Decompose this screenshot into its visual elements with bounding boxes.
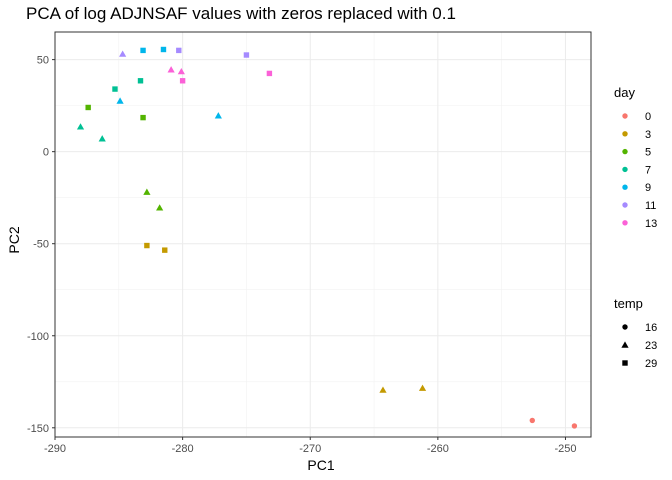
legend-temp-label: 16 [645, 322, 657, 334]
y-tick-label: 50 [37, 55, 49, 67]
data-point [140, 114, 146, 121]
legend-day-key [622, 113, 628, 119]
data-point [167, 66, 175, 73]
data-point [156, 204, 164, 211]
x-axis-title: PC1 [307, 457, 334, 473]
legend-temp-label: 23 [645, 340, 657, 352]
data-point [529, 417, 535, 424]
data-point [179, 78, 186, 84]
data-point [143, 188, 151, 195]
legend-day: day 0 3 5 7 9 11 13 [614, 85, 657, 230]
data-point [243, 52, 250, 58]
x-tick-label: -250 [554, 443, 576, 455]
x-tick-label: -260 [427, 443, 449, 455]
legend-day-label: 3 [645, 129, 651, 141]
legend-day-key [622, 220, 628, 226]
data-point [85, 104, 91, 111]
data-point [160, 46, 167, 53]
major-gridlines [54, 32, 591, 437]
data-point [98, 135, 106, 142]
y-axis-ticks: -150 -100 -50 0 50 [27, 55, 55, 435]
y-axis-title: PC2 [6, 226, 22, 253]
legend-day-label: 7 [645, 164, 651, 176]
minor-gridlines [55, 32, 591, 437]
plot-panel-border [54, 31, 592, 438]
x-tick-label: -280 [172, 443, 194, 455]
data-point [176, 47, 182, 54]
y-tick-label: -100 [27, 331, 49, 343]
x-tick-label: -270 [299, 443, 321, 455]
legend-temp-title: temp [614, 296, 643, 311]
data-point [214, 112, 222, 119]
legend-temp-key [621, 341, 629, 348]
legend-temp-key [622, 324, 628, 330]
legend-day-key [622, 148, 628, 155]
legend-day-label: 0 [645, 111, 651, 123]
data-point [116, 97, 124, 104]
legend-day-key [622, 184, 628, 190]
legend-temp-label: 29 [645, 358, 657, 370]
plot-panel [55, 32, 591, 437]
data-point [140, 47, 146, 54]
legend-day-key [622, 131, 628, 137]
data-point [379, 386, 387, 393]
data-point [266, 70, 273, 77]
x-axis-ticks: -290 -280 -270 -260 -250 [44, 437, 576, 455]
y-tick-label: 0 [43, 147, 49, 159]
legend-temp-key [622, 360, 628, 366]
data-point [571, 423, 578, 429]
data-point [137, 78, 144, 84]
data-point [119, 50, 127, 57]
data-point [418, 384, 427, 391]
y-tick-label: -150 [27, 423, 49, 435]
data-points [76, 46, 578, 429]
data-point [144, 242, 150, 249]
data-point [112, 86, 118, 92]
legend-day-label: 11 [645, 200, 656, 212]
data-point [76, 123, 85, 130]
legend-day-key [622, 202, 628, 208]
legend-day-label: 13 [645, 218, 657, 230]
data-point [177, 67, 185, 75]
legend-day-label: 5 [645, 147, 651, 159]
chart-title: PCA of log ADJNSAF values with zeros rep… [26, 4, 456, 23]
data-point [162, 247, 168, 253]
legend-day-label: 9 [645, 182, 651, 194]
y-tick-label: -50 [33, 239, 49, 251]
x-tick-label: -290 [44, 443, 66, 455]
legend-day-title: day [614, 85, 635, 100]
legend-day-key [622, 166, 628, 173]
